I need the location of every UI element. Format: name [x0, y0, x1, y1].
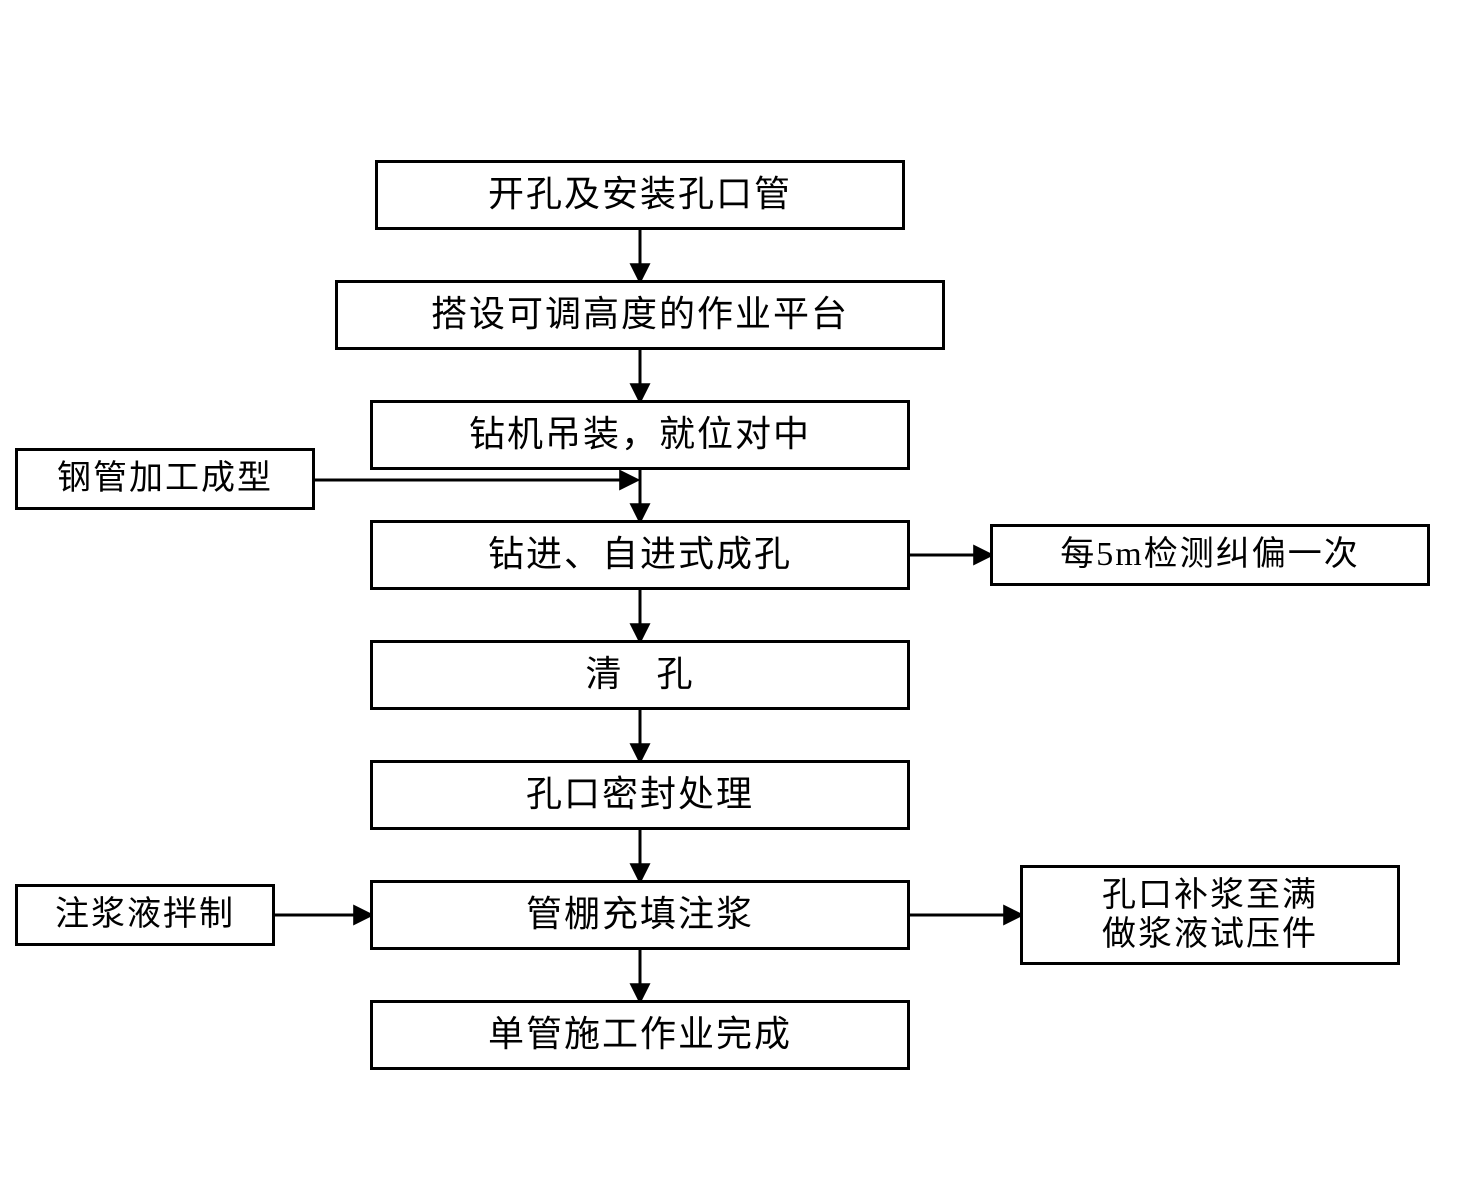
flowchart-canvas: 开孔及安装孔口管搭设可调高度的作业平台钻机吊装，就位对中钻进、自进式成孔清 孔孔…: [0, 0, 1475, 1199]
flowchart-node-sR2: 孔口补浆至满 做浆液试压件: [1020, 865, 1400, 965]
flowchart-node-sL1: 钢管加工成型: [15, 448, 315, 510]
flowchart-node-sL2: 注浆液拌制: [15, 884, 275, 946]
flowchart-node-n4: 钻进、自进式成孔: [370, 520, 910, 590]
flowchart-node-n3: 钻机吊装，就位对中: [370, 400, 910, 470]
flowchart-node-n5: 清 孔: [370, 640, 910, 710]
flowchart-node-n2: 搭设可调高度的作业平台: [335, 280, 945, 350]
flowchart-node-n8: 单管施工作业完成: [370, 1000, 910, 1070]
flowchart-node-sR1: 每5m检测纠偏一次: [990, 524, 1430, 586]
flowchart-node-n1: 开孔及安装孔口管: [375, 160, 905, 230]
flowchart-node-n7: 管棚充填注浆: [370, 880, 910, 950]
flowchart-node-n6: 孔口密封处理: [370, 760, 910, 830]
